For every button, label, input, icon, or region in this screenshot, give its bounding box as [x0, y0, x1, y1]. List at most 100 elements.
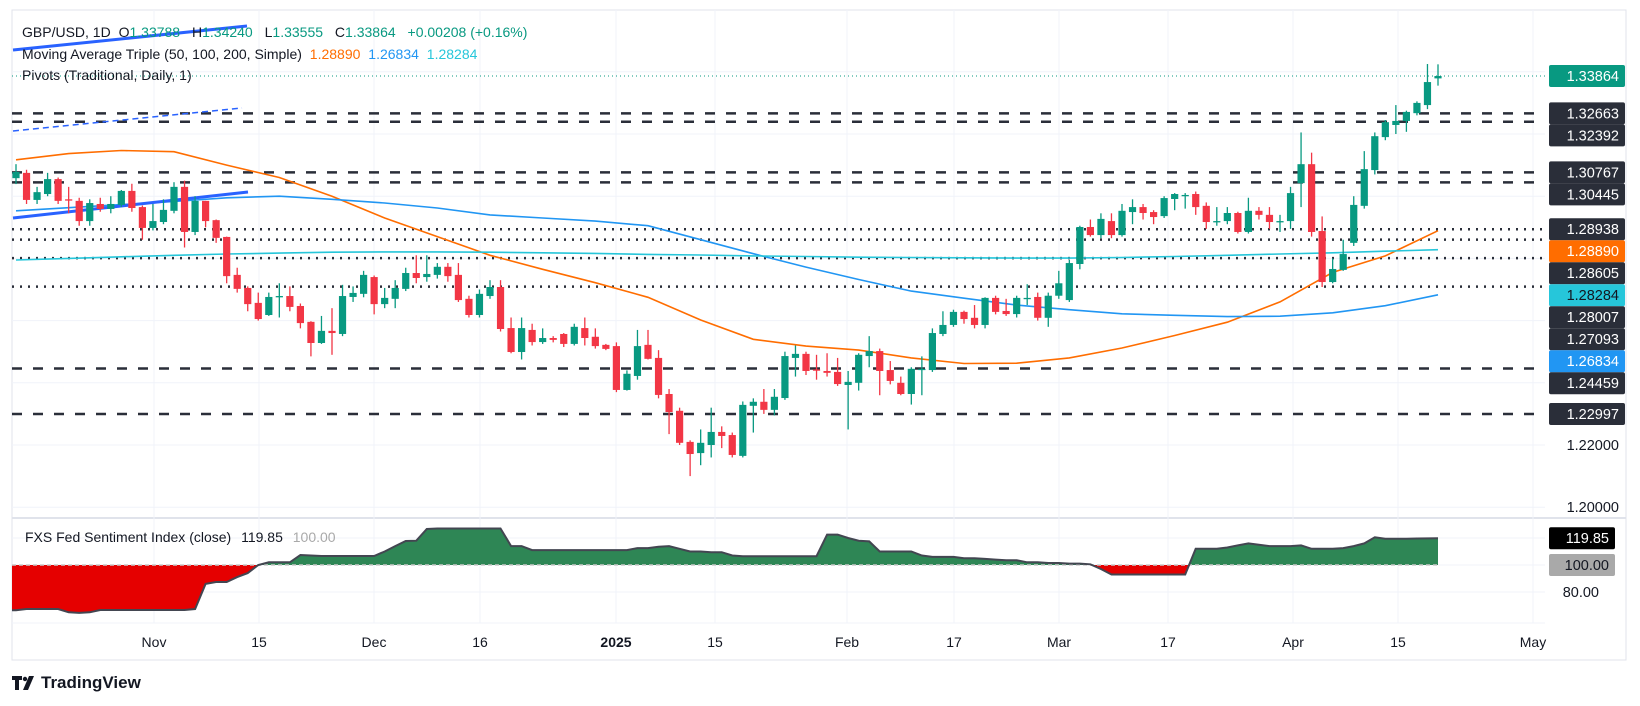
candle-up [707, 407, 715, 458]
sentiment-baseline: 100.00 [292, 529, 336, 545]
tradingview-logo-icon [12, 676, 34, 690]
candle-body [697, 442, 705, 454]
price-label-text: 1.33864 [1567, 69, 1619, 85]
price-label: 1.22997 [1549, 402, 1625, 425]
candle-body [518, 328, 526, 353]
brand-name: TradingView [41, 673, 141, 692]
candle-up [1044, 292, 1052, 327]
candle-body [1308, 164, 1316, 232]
candle-down [223, 236, 231, 284]
time-tick-label: 17 [1160, 634, 1176, 650]
ma-title[interactable]: Moving Average Triple (50, 100, 200, Sim… [22, 46, 302, 62]
candle-up [1076, 225, 1084, 270]
candle-body [1065, 263, 1073, 301]
candle-body [970, 317, 979, 325]
candle-body [391, 287, 399, 299]
candle-body [1076, 226, 1084, 264]
sentiment-legend[interactable]: FXS Fed Sentiment Index (close) 119.85 1… [25, 529, 336, 545]
candle-body [654, 357, 663, 395]
candle-body [1213, 221, 1221, 223]
tradingview-logo[interactable]: TradingView [12, 673, 141, 693]
time-tick-label: May [1520, 634, 1546, 650]
price-tick-label: 1.20000 [1567, 500, 1619, 516]
candle-up [33, 186, 41, 204]
candle-up [844, 370, 852, 430]
change-value: +0.00208 (+0.16%) [407, 24, 528, 40]
candle-down [802, 351, 810, 376]
low-value: 1.33555 [272, 24, 324, 40]
candle-up [338, 284, 347, 337]
candle-up [1013, 295, 1021, 318]
candle-down [960, 310, 968, 324]
candle-body [65, 199, 73, 201]
candle-down [444, 263, 452, 282]
candle-body [1181, 194, 1189, 197]
candle-body [665, 393, 673, 413]
candle-up [949, 309, 958, 327]
low-label: L [264, 24, 273, 40]
candle-body [180, 186, 189, 232]
candle-up [1023, 284, 1031, 306]
price-axis-labels[interactable]: 1.33864 1.32663 1.32392 1.30767 1.30445 1.289… [1549, 65, 1625, 601]
ma-legend[interactable]: Moving Average Triple (50, 100, 200, Sim… [22, 46, 481, 62]
pivot-lines [12, 75, 1545, 416]
candle-down [1308, 152, 1316, 237]
candle-body [791, 353, 800, 358]
price-label: 1.33864 [1549, 65, 1625, 88]
price-label-bg [1549, 124, 1625, 147]
candle-down [728, 432, 736, 458]
candle-body [539, 338, 547, 343]
pivots-legend[interactable]: Pivots (Traditional, Daily, 1) [22, 67, 196, 83]
candle-down [718, 426, 726, 449]
candle-body [834, 371, 842, 385]
symbol-legend[interactable]: GBP/USD, 1D O1.33788 H1.34240 L1.33555 C… [22, 24, 531, 40]
price-label: 1.30767 [1549, 161, 1625, 184]
time-tick-label: 15 [251, 634, 267, 650]
trendline-drawing-dashed[interactable] [12, 107, 243, 132]
candle-up [1244, 197, 1252, 234]
candle-down [465, 295, 473, 318]
candle-body [1318, 231, 1326, 283]
candle-up [1276, 214, 1284, 232]
sentiment-title[interactable]: FXS Fed Sentiment Index (close) [25, 529, 232, 545]
candle-body [992, 297, 1000, 312]
candle-down [507, 317, 515, 354]
candle-down [665, 389, 673, 435]
candle-down [1234, 211, 1242, 234]
sentiment-tick-label: 80.00 [1563, 585, 1599, 601]
candle-up [1402, 110, 1410, 132]
candle-up [107, 196, 115, 214]
candle-body [1086, 226, 1094, 236]
symbol-interval[interactable]: GBP/USD, 1D [22, 24, 111, 40]
candle-up [1434, 64, 1442, 86]
candle-body [433, 266, 441, 275]
candle-down [591, 328, 599, 349]
candle-down [834, 357, 842, 386]
candle-body [1150, 212, 1158, 218]
candle-body [54, 179, 62, 201]
price-label: 1.28938 [1549, 218, 1625, 241]
candle-body [496, 287, 505, 329]
time-tick-label: 17 [946, 634, 962, 650]
sentiment-pane [11, 527, 1439, 614]
candle-down [370, 275, 378, 315]
candle-up [1055, 270, 1063, 299]
trendline-drawing[interactable] [12, 24, 248, 52]
candle-up [907, 367, 915, 405]
candle-body [823, 370, 831, 373]
candle-up [149, 203, 157, 231]
candle-down [128, 183, 136, 212]
candle-up [928, 328, 936, 372]
open-label: O [118, 24, 130, 40]
candle-body [633, 346, 642, 376]
candle-up [623, 370, 631, 391]
candle-body [897, 382, 905, 394]
pivots-title[interactable]: Pivots (Traditional, Daily, 1) [22, 67, 192, 83]
price-label-bg [1549, 284, 1625, 307]
candle-up [791, 345, 800, 377]
candle-up [518, 317, 526, 360]
candle-body [107, 203, 115, 209]
candle-body [296, 305, 304, 324]
